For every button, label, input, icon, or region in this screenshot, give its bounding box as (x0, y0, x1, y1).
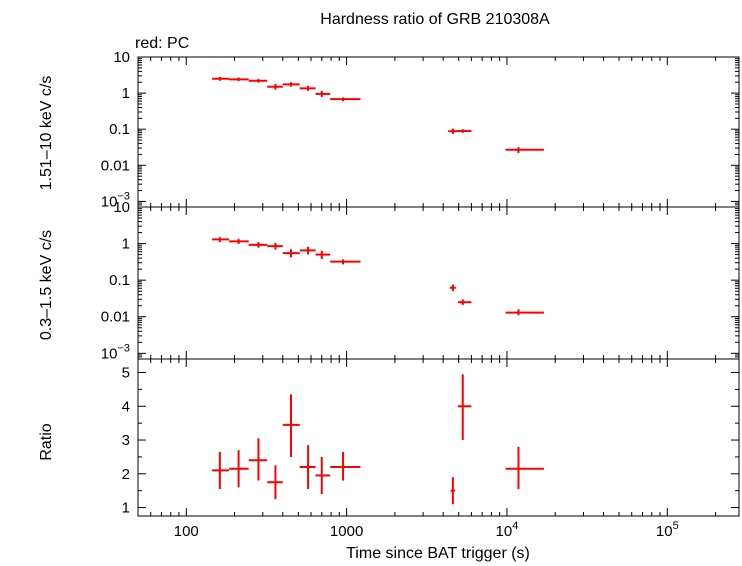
data-point (229, 238, 249, 244)
y-tick-label: 2 (122, 466, 130, 483)
panel-bottom: 1 2 3 4 5 100 1000 104 105 (122, 358, 740, 540)
y-tick-label: 10−3 (101, 342, 130, 362)
y-axis-label-top: 1.51–10 keV c/s (38, 76, 55, 191)
data-point (330, 97, 361, 102)
data-point (505, 147, 544, 153)
x-tick-label: 104 (496, 520, 519, 540)
y-tick-label: 5 (122, 365, 130, 382)
data-point (330, 259, 361, 265)
data-point (229, 77, 249, 82)
x-tick-label-exponent: 5 (673, 520, 679, 532)
data-point (315, 90, 331, 97)
data-point (248, 242, 268, 248)
y-axis-label-middle: 0.3–1.5 keV c/s (38, 230, 55, 340)
data-point (212, 237, 230, 243)
panel-middle: 10 1 0.1 0.01 10−3 (101, 199, 740, 362)
y-tick-label: 0.01 (101, 157, 130, 174)
panel-frame-middle (137, 206, 740, 360)
x-tick-label-exponent: 4 (512, 520, 518, 532)
data-point (267, 83, 283, 90)
y-tick-label: 4 (122, 398, 130, 415)
y-tick-label: 10 (113, 49, 130, 66)
y-tick-label: 1 (122, 85, 130, 102)
data-point (505, 446, 544, 489)
y-tick-label: 1 (122, 236, 130, 253)
y-tick-label-exponent: −3 (117, 342, 130, 354)
data-point (315, 456, 331, 495)
data-point (505, 309, 544, 316)
data-point (457, 299, 472, 305)
y-tick-label: 0.01 (101, 309, 130, 326)
data-point (457, 374, 472, 441)
y-tick-label: 0.1 (109, 121, 130, 138)
data-point (315, 250, 331, 259)
panel-frame-bottom (137, 358, 740, 517)
y-tick-label: 1 (122, 500, 130, 517)
data-point (282, 82, 300, 87)
x-tick-label: 100 (174, 523, 199, 540)
y-axis-label-bottom: Ratio (38, 423, 55, 460)
data-point (212, 451, 230, 489)
data-point (450, 477, 456, 505)
data-point (299, 246, 316, 255)
data-point (457, 129, 472, 133)
data-point (449, 284, 456, 292)
data-point (267, 465, 283, 500)
chart-title: Hardness ratio of GRB 210308A (320, 11, 550, 28)
data-point (448, 128, 458, 134)
x-tick-label: 105 (656, 520, 679, 540)
x-tick-label: 1000 (330, 523, 363, 540)
data-point (330, 451, 361, 481)
data-point (267, 242, 283, 250)
data-point (212, 76, 230, 81)
y-tick-label-exponent: −3 (117, 190, 130, 202)
data-point (299, 445, 316, 489)
data-point (282, 249, 300, 258)
data-point (282, 394, 300, 457)
y-tick-label: 10 (113, 199, 130, 216)
chart-subtitle: red: PC (135, 35, 189, 52)
data-point (248, 438, 268, 481)
data-point (229, 450, 249, 488)
data-point (299, 85, 316, 91)
y-tick-label: 3 (122, 432, 130, 449)
data-point (248, 79, 268, 83)
y-tick-label: 0.1 (109, 272, 130, 289)
x-axis-label: Time since BAT trigger (s) (346, 545, 530, 562)
